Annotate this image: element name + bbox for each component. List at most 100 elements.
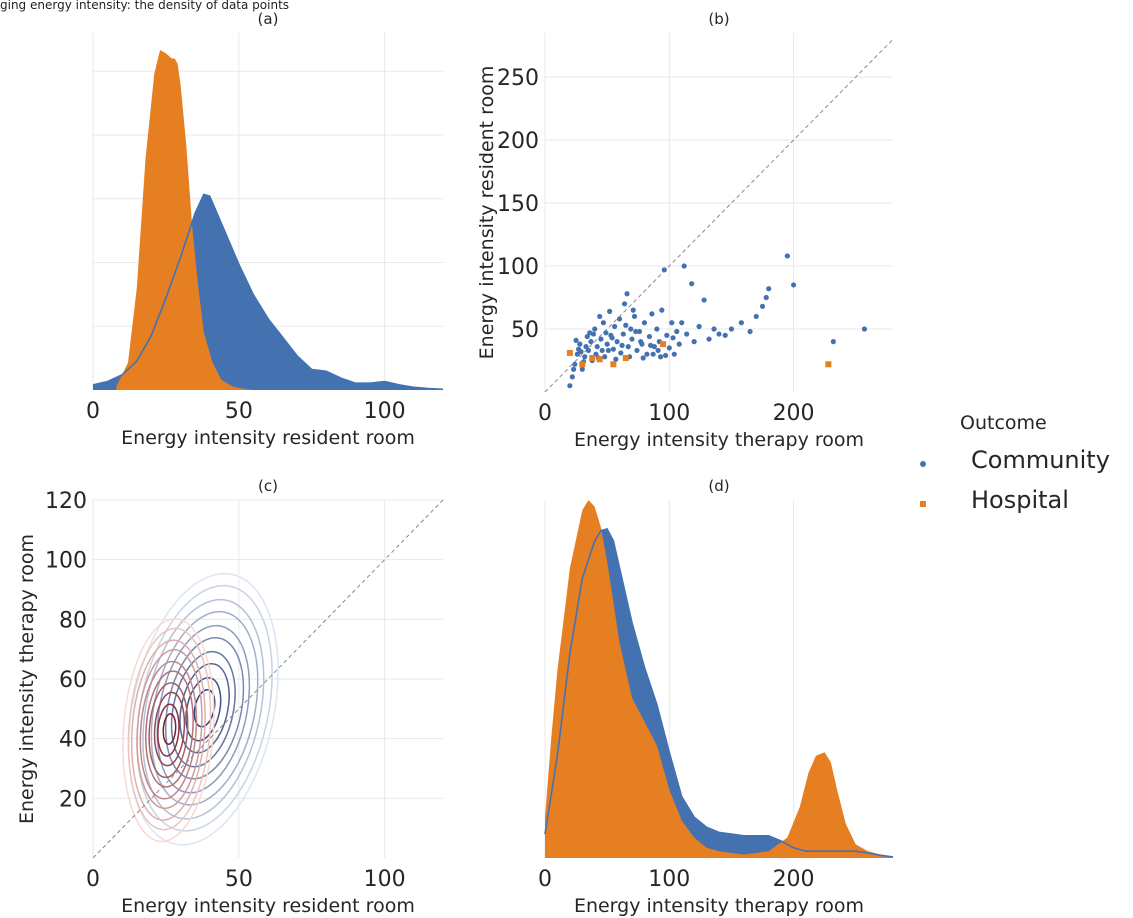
- legend-title: Outcome: [960, 412, 1047, 434]
- community-density-line: [92, 193, 444, 391]
- hospital-point: [610, 361, 617, 368]
- hospital-point: [579, 361, 586, 368]
- y-tick-label: 20: [59, 787, 87, 812]
- community-contour-level: [127, 572, 279, 846]
- community-point: [567, 383, 573, 389]
- community-point: [597, 313, 603, 320]
- hospital-contour-level: [136, 648, 203, 810]
- community-point: [569, 374, 575, 380]
- community-point: [681, 263, 687, 269]
- community-point: [655, 347, 661, 354]
- community-point: [623, 322, 629, 328]
- x-tick-label: 100: [364, 867, 406, 892]
- community-point: [630, 307, 636, 313]
- hospital-density-area: [545, 500, 893, 858]
- community-point: [592, 326, 598, 332]
- community-point: [573, 337, 579, 343]
- community-point: [691, 339, 697, 345]
- community-point: [861, 326, 868, 332]
- y-tick-label: 60: [59, 668, 87, 693]
- community-point: [588, 339, 594, 345]
- community-point: [585, 347, 592, 354]
- community-point: [610, 346, 616, 352]
- community-point: [582, 354, 588, 360]
- community-point: [657, 354, 664, 360]
- y-tick-label: 120: [45, 489, 87, 514]
- hospital-contour-level: [139, 660, 198, 800]
- community-contour-level: [185, 676, 222, 742]
- circle-marker-icon: [920, 461, 926, 467]
- hospital-contour-level: [157, 703, 180, 757]
- community-point: [590, 331, 597, 337]
- y-tick-label: 80: [59, 608, 87, 633]
- community-contour-level: [164, 636, 245, 780]
- community-point: [572, 361, 578, 367]
- community-point: [618, 350, 624, 356]
- square-marker-icon: [920, 501, 926, 507]
- community-point: [578, 349, 584, 355]
- community-point: [763, 294, 769, 301]
- panel-title-b: (b): [708, 10, 729, 28]
- community-point: [612, 323, 618, 330]
- community-point: [676, 341, 682, 347]
- y-tick-label: 50: [511, 318, 539, 343]
- community-point: [747, 328, 753, 335]
- community-point: [689, 281, 695, 287]
- hospital-contour-level: [122, 618, 215, 843]
- community-point: [607, 308, 613, 314]
- hospital-point: [566, 349, 573, 356]
- community-point: [661, 267, 667, 273]
- community-point: [684, 331, 690, 337]
- hospital-contour-level: [153, 691, 186, 767]
- y-tick-label: 100: [497, 255, 539, 280]
- community-point: [598, 336, 604, 342]
- x-tick-label: 200: [773, 401, 815, 426]
- panel-c: (c) 0 50 100 20 40 60 80 100 120 Energy intensity …: [16, 477, 444, 917]
- x-axis-label-c: Energy intensity resident room: [121, 895, 415, 917]
- community-point: [670, 335, 676, 341]
- hospital-point: [596, 356, 603, 363]
- community-point: [696, 323, 702, 330]
- community-point: [599, 347, 605, 354]
- community-point: [722, 332, 728, 338]
- x-axis-label-b: Energy intensity therapy room: [574, 429, 864, 451]
- community-point: [600, 320, 607, 326]
- community-point: [631, 313, 638, 320]
- community-point: [701, 297, 707, 303]
- community-point: [603, 330, 609, 336]
- community-point: [584, 333, 590, 340]
- x-tick-label: 200: [773, 867, 815, 892]
- x-tick-label: 0: [538, 401, 552, 426]
- community-point: [628, 326, 634, 332]
- x-axis-label-a: Energy intensity resident room: [121, 427, 415, 449]
- hospital-point: [825, 361, 832, 368]
- y-tick-label: 100: [45, 549, 87, 574]
- legend-label-hospital: Hospital: [971, 486, 1069, 514]
- community-point: [650, 351, 656, 357]
- community-point: [629, 336, 635, 342]
- community-point: [574, 351, 580, 357]
- community-point: [644, 351, 650, 357]
- y-tick-label: 200: [497, 129, 539, 154]
- community-point: [662, 352, 669, 359]
- y-axis-label-c: Energy intensity therapy room: [16, 534, 38, 824]
- community-point: [621, 301, 628, 307]
- community-point: [738, 320, 744, 326]
- community-point: [570, 366, 577, 372]
- panel-title-d: (d): [708, 477, 729, 495]
- community-point: [624, 291, 630, 297]
- community-point: [634, 347, 640, 354]
- community-point: [728, 326, 735, 332]
- community-point: [614, 339, 620, 345]
- community-point: [669, 320, 675, 326]
- figure-caption: ging energy intensity: the density of da…: [0, 0, 290, 12]
- community-point: [620, 331, 626, 337]
- x-tick-label: 0: [86, 399, 100, 424]
- community-point: [649, 311, 655, 317]
- panel-title-a: (a): [258, 10, 279, 28]
- community-point: [706, 336, 712, 342]
- community-point: [666, 345, 672, 351]
- x-tick-label: 50: [225, 399, 253, 424]
